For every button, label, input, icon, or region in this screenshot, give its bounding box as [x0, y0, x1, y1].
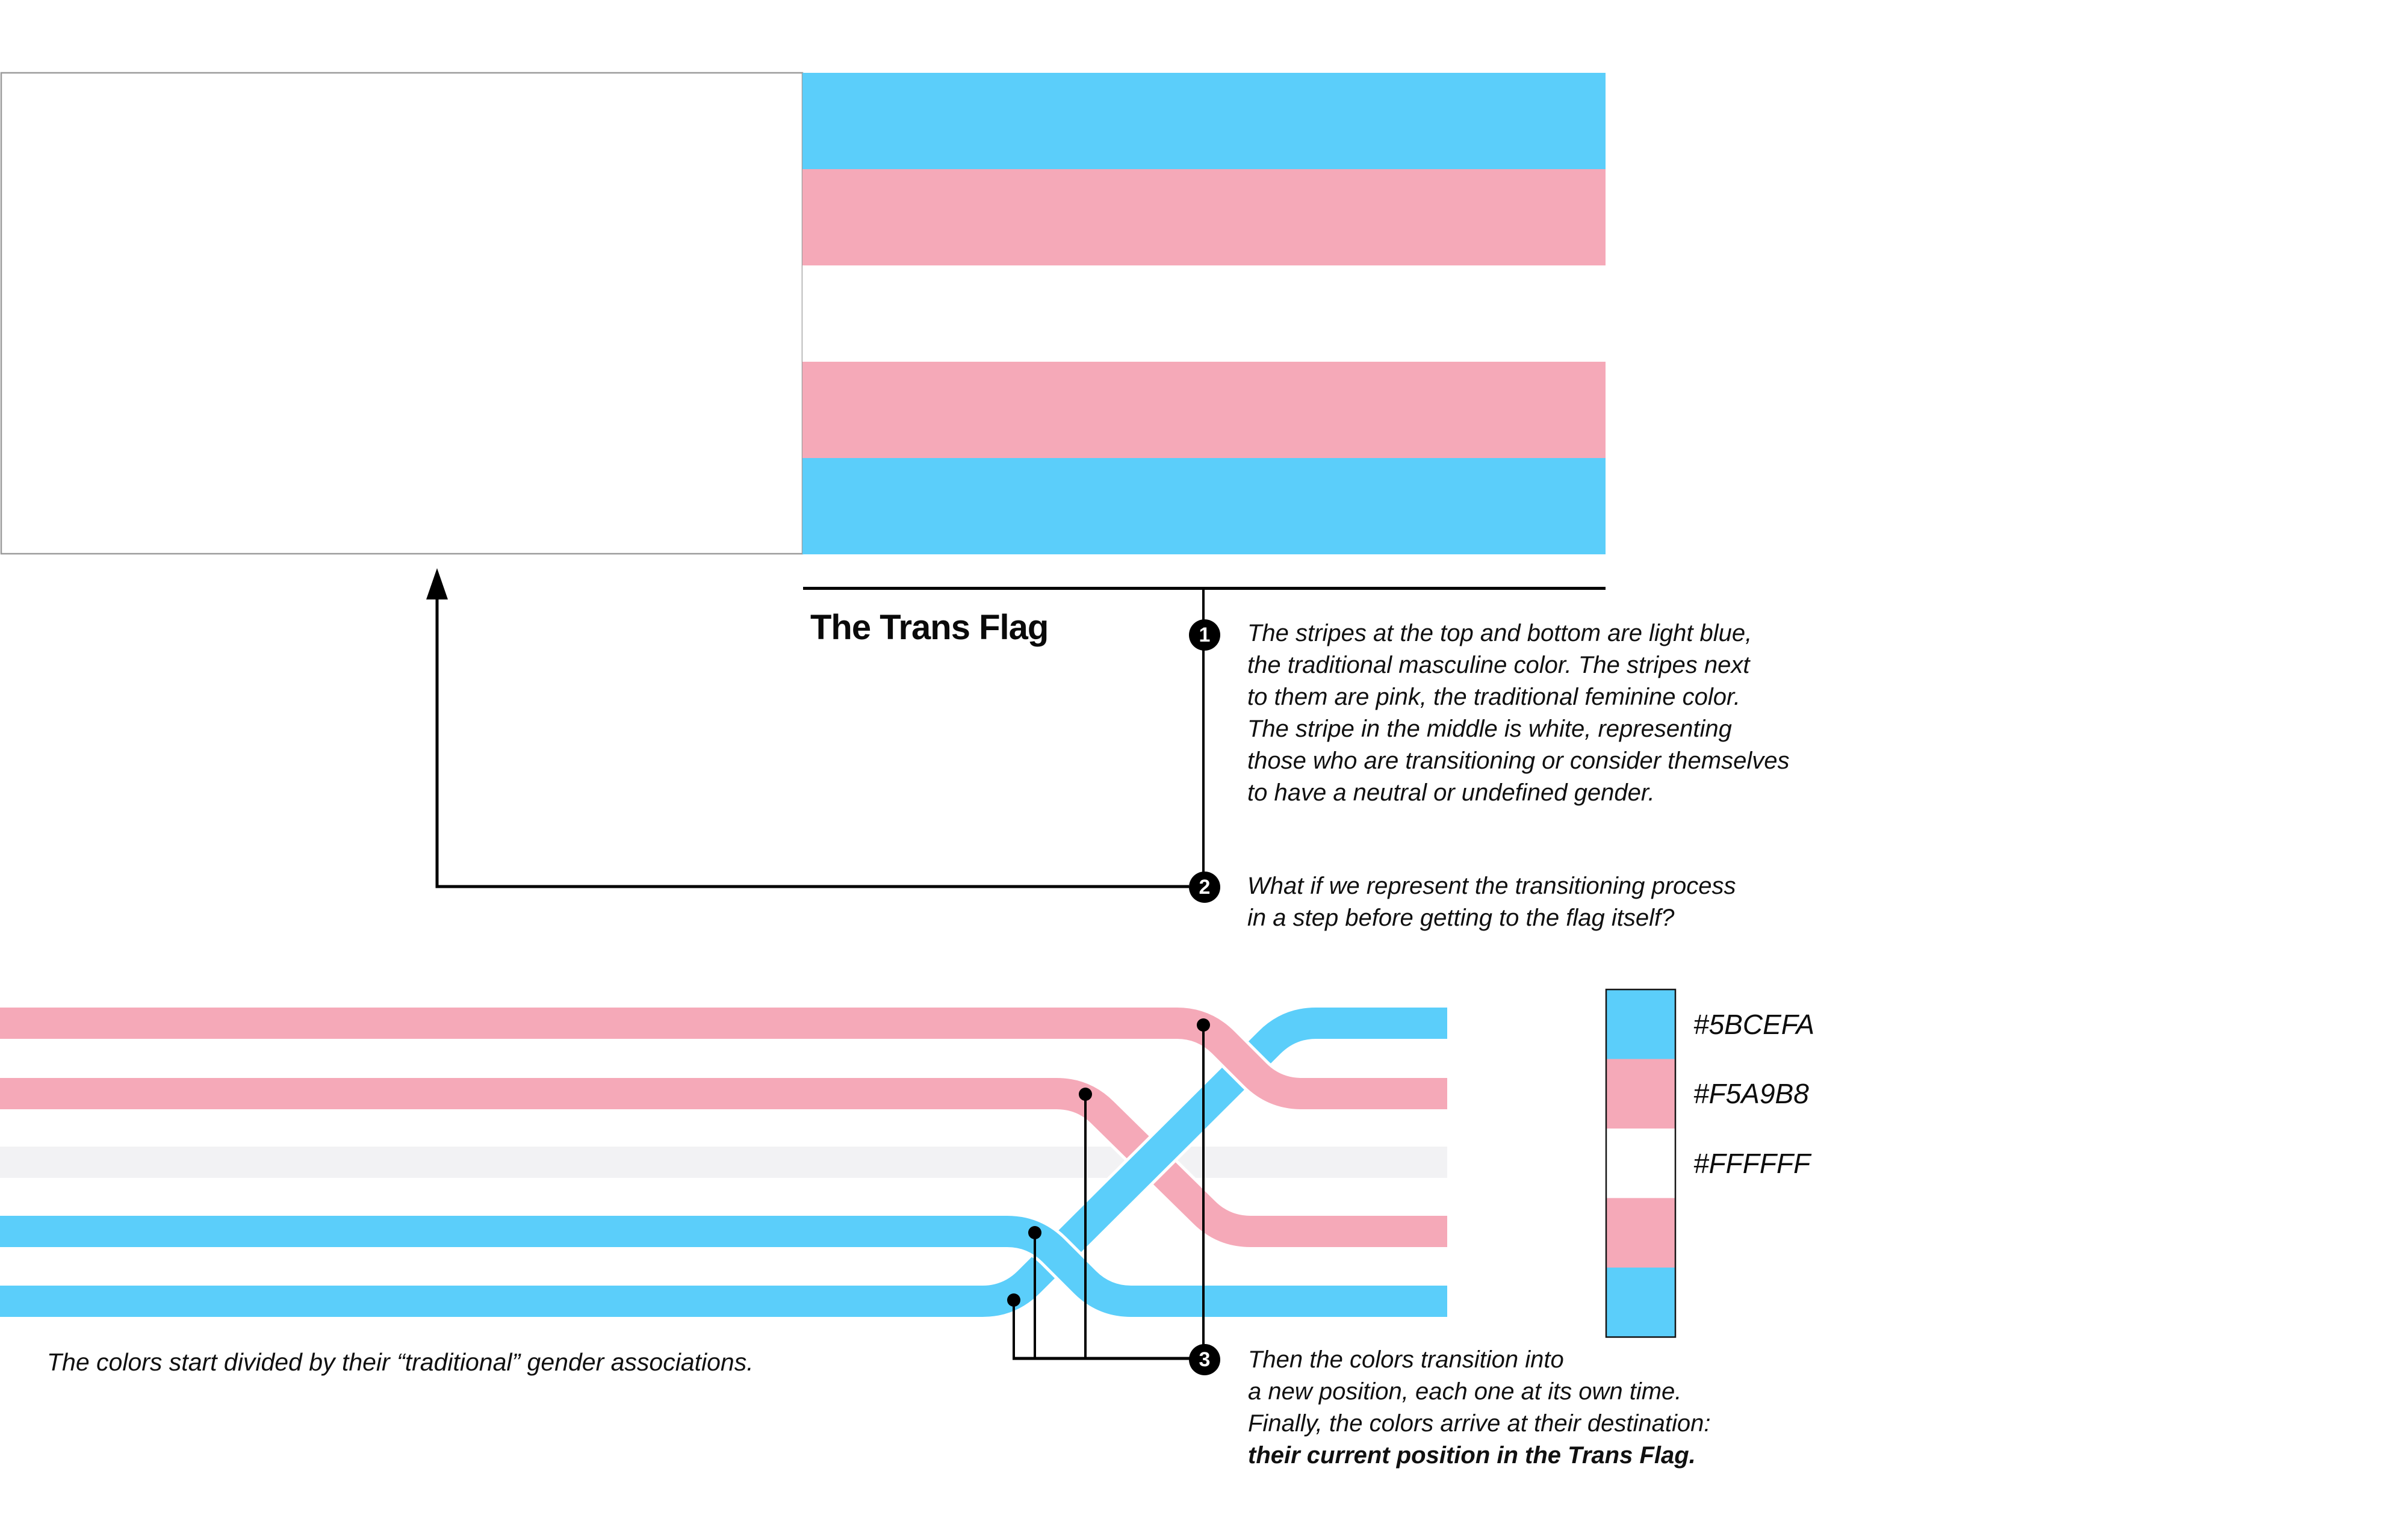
- swatch-pink-lower: [1606, 1198, 1675, 1268]
- ribbon-blue-row4-to-row5: [0, 1216, 1447, 1317]
- swatch-pink-upper: [1606, 1059, 1675, 1129]
- swatch-column-border: [1605, 988, 1677, 1338]
- marker-3: 3: [1189, 1344, 1220, 1375]
- callout-dot-pink2: [1079, 1088, 1092, 1101]
- ribbon-blue-row5-to-row1: [0, 1008, 1447, 1317]
- swatch-blue-bottom: [1606, 1268, 1675, 1337]
- marker-1: 1: [1189, 619, 1220, 651]
- flag-stripe-blue-bottom: [802, 458, 1606, 554]
- annotation-1-line: The stripe in the middle is white, repre…: [1247, 716, 1732, 742]
- annotation-1-line: those who are transitioning or consider …: [1247, 748, 1790, 774]
- annotation-1-line: the traditional masculine color. The str…: [1247, 652, 1750, 678]
- annotation-3-line-bold: their current position in the Trans Flag…: [1248, 1442, 1696, 1469]
- annotation-3-line: a new position, each one at its own time…: [1248, 1378, 1682, 1405]
- annotation-1-line: to have a neutral or undefined gender.: [1247, 779, 1655, 806]
- marker-2: 2: [1189, 872, 1220, 903]
- flag-title: The Trans Flag: [810, 608, 1049, 647]
- annotation-1-line: The stripes at the top and bottom are li…: [1247, 620, 1752, 646]
- marker-1-number: 1: [1199, 623, 1211, 646]
- flag-stripe-pink-lower: [802, 362, 1606, 458]
- empty-frame: [0, 72, 804, 555]
- annotation-3-line: Finally, the colors arrive at their dest…: [1248, 1410, 1711, 1437]
- flag-stripe-pink-upper: [802, 169, 1606, 265]
- bend-callout-dots: [1007, 1018, 1210, 1307]
- bend-callout-lines: [1013, 1025, 1205, 1360]
- annotation-2-line: What if we represent the transitioning p…: [1247, 873, 1736, 899]
- callout-dot-blue5: [1007, 1293, 1020, 1307]
- annotation-2-line: in a step before getting to the flag its…: [1247, 905, 1675, 931]
- legend-swatches: [1605, 988, 1677, 1338]
- hex-label-blue: #5BCEFA: [1693, 1009, 1815, 1040]
- callout-dot-blue4: [1028, 1226, 1041, 1239]
- swatch-white-middle: [1606, 1129, 1675, 1198]
- leader-line-markers-1-2: [1202, 589, 1205, 872]
- annotation-3-line: Then the colors transition into: [1248, 1346, 1564, 1373]
- callout-dot-pink1: [1197, 1018, 1210, 1032]
- annotation-2-text: What if we represent the transitioning p…: [1247, 870, 1736, 934]
- ribbon-weave: [0, 1005, 1447, 1320]
- ribbon-caption: The colors start divided by their “tradi…: [47, 1348, 754, 1376]
- marker-2-number: 2: [1199, 875, 1211, 899]
- flag-underline-rule: [803, 587, 1606, 590]
- marker-3-number: 3: [1199, 1348, 1211, 1371]
- annotation-1-line: to them are pink, the traditional femini…: [1247, 684, 1740, 710]
- ribbon-pink-row1-to-row2: [0, 1008, 1447, 1109]
- hex-label-white: #FFFFFF: [1693, 1148, 1811, 1179]
- annotation-1-text: The stripes at the top and bottom are li…: [1247, 618, 1789, 809]
- trans-flag: [802, 73, 1606, 554]
- flag-stripe-white-middle: [802, 265, 1606, 362]
- arrow-up-connector: [435, 581, 1189, 888]
- swatch-blue-top: [1606, 989, 1675, 1059]
- arrowhead-up-icon: [426, 568, 448, 599]
- hex-label-pink: #F5A9B8: [1693, 1078, 1809, 1109]
- annotation-3-text: Then the colors transition into a new po…: [1248, 1344, 1711, 1472]
- flag-stripe-blue-top: [802, 73, 1606, 169]
